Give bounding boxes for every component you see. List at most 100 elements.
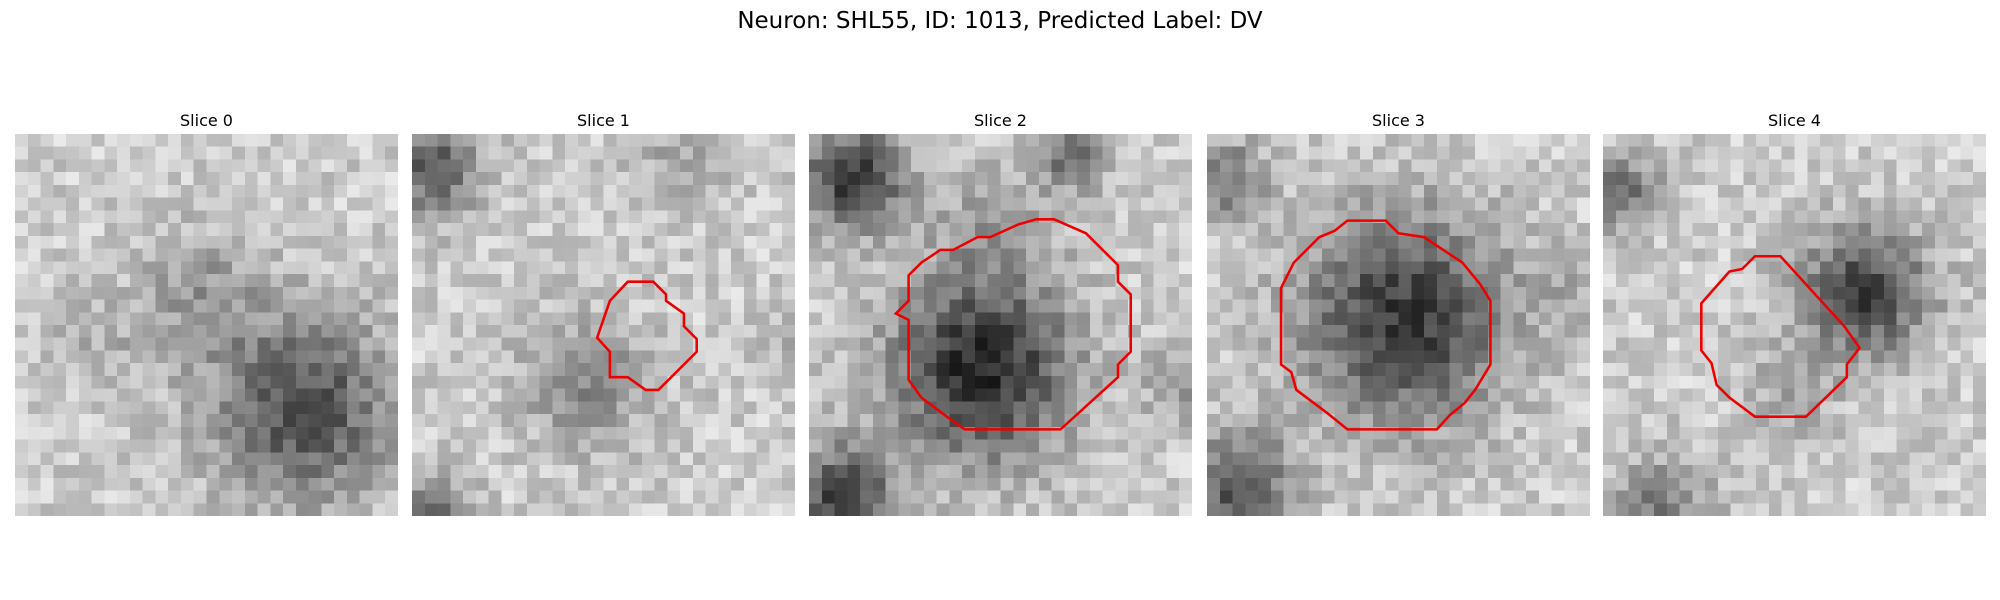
pixel bbox=[168, 490, 181, 504]
pixel bbox=[40, 184, 54, 198]
pixel bbox=[885, 401, 899, 415]
pixel bbox=[1947, 210, 1961, 224]
pixel bbox=[1628, 465, 1642, 478]
pixel bbox=[27, 274, 41, 287]
pixel bbox=[117, 337, 130, 351]
pixel bbox=[1551, 312, 1565, 325]
pixel bbox=[1089, 210, 1103, 224]
pixel bbox=[1551, 286, 1565, 300]
pixel bbox=[629, 363, 642, 376]
pixel bbox=[450, 261, 464, 275]
pixel bbox=[923, 197, 937, 211]
pixel bbox=[1922, 452, 1935, 466]
pixel bbox=[244, 197, 258, 211]
pixel bbox=[1334, 375, 1348, 389]
pixel bbox=[1692, 223, 1706, 236]
pixel bbox=[962, 274, 975, 287]
pixel bbox=[1551, 388, 1565, 402]
pixel bbox=[232, 146, 245, 160]
pixel bbox=[334, 235, 347, 249]
pixel bbox=[104, 299, 118, 313]
pixel bbox=[1858, 223, 1872, 236]
pixel bbox=[1934, 414, 1948, 427]
pixel bbox=[1449, 325, 1463, 338]
pixel bbox=[501, 439, 515, 453]
pixel bbox=[1820, 223, 1833, 236]
pixel bbox=[1013, 184, 1027, 198]
pixel bbox=[257, 401, 271, 415]
pixel bbox=[168, 439, 181, 453]
pixel bbox=[1026, 325, 1039, 338]
pixel bbox=[923, 172, 937, 185]
pixel bbox=[1858, 426, 1872, 440]
pixel bbox=[603, 248, 617, 262]
pixel bbox=[898, 184, 912, 198]
pixel bbox=[219, 477, 233, 491]
pixel bbox=[923, 465, 937, 478]
pixel bbox=[911, 286, 924, 300]
pixel bbox=[1526, 465, 1539, 478]
pixel bbox=[359, 159, 373, 173]
pixel bbox=[667, 159, 681, 173]
pixel bbox=[1641, 172, 1655, 185]
pixel bbox=[923, 490, 937, 504]
pixel bbox=[923, 286, 937, 300]
pixel bbox=[1207, 261, 1220, 275]
pixel bbox=[680, 235, 693, 249]
pixel bbox=[1475, 248, 1488, 262]
pixel bbox=[1756, 350, 1769, 364]
pixel bbox=[424, 235, 438, 249]
pixel bbox=[1577, 452, 1590, 466]
pixel bbox=[1500, 159, 1514, 173]
pixel bbox=[295, 134, 309, 147]
pixel bbox=[1743, 426, 1757, 440]
pixel bbox=[756, 401, 770, 415]
pixel bbox=[91, 223, 105, 236]
pixel bbox=[155, 184, 169, 198]
pixel bbox=[1883, 261, 1897, 275]
pixel bbox=[590, 452, 604, 466]
pixel bbox=[1334, 337, 1348, 351]
pixel bbox=[577, 261, 591, 275]
pixel bbox=[1026, 248, 1039, 262]
pixel bbox=[898, 172, 912, 185]
pixel bbox=[1807, 465, 1821, 478]
pixel bbox=[1513, 426, 1527, 440]
pixel bbox=[1309, 337, 1322, 351]
pixel bbox=[1128, 414, 1141, 427]
pixel bbox=[66, 159, 79, 173]
pixel bbox=[1666, 248, 1680, 262]
pixel bbox=[1500, 172, 1514, 185]
pixel bbox=[1424, 197, 1437, 211]
pixel bbox=[321, 299, 335, 313]
pixel bbox=[334, 184, 347, 198]
pixel bbox=[923, 235, 937, 249]
pixel bbox=[1462, 146, 1476, 160]
pixel bbox=[1270, 426, 1284, 440]
pixel bbox=[1845, 477, 1859, 491]
pixel bbox=[1077, 426, 1090, 440]
pixel bbox=[1102, 363, 1116, 376]
pixel bbox=[1026, 350, 1039, 364]
pixel bbox=[78, 261, 92, 275]
pixel bbox=[15, 210, 28, 224]
pixel bbox=[1013, 465, 1027, 478]
pixel bbox=[463, 388, 476, 402]
pixel bbox=[1000, 375, 1014, 389]
pixel bbox=[616, 350, 630, 364]
pixel bbox=[1000, 439, 1014, 453]
pixel bbox=[1858, 274, 1872, 287]
pixel bbox=[1679, 223, 1693, 236]
pixel bbox=[1102, 223, 1116, 236]
pixel bbox=[1820, 286, 1833, 300]
pixel bbox=[321, 439, 335, 453]
pixel bbox=[142, 146, 156, 160]
pixel bbox=[834, 426, 848, 440]
slice-image bbox=[1603, 134, 1986, 516]
pixel bbox=[1102, 146, 1116, 160]
pixel bbox=[104, 426, 118, 440]
pixel bbox=[577, 134, 591, 147]
pixel bbox=[654, 350, 668, 364]
pixel bbox=[155, 261, 169, 275]
pixel bbox=[1947, 159, 1961, 173]
